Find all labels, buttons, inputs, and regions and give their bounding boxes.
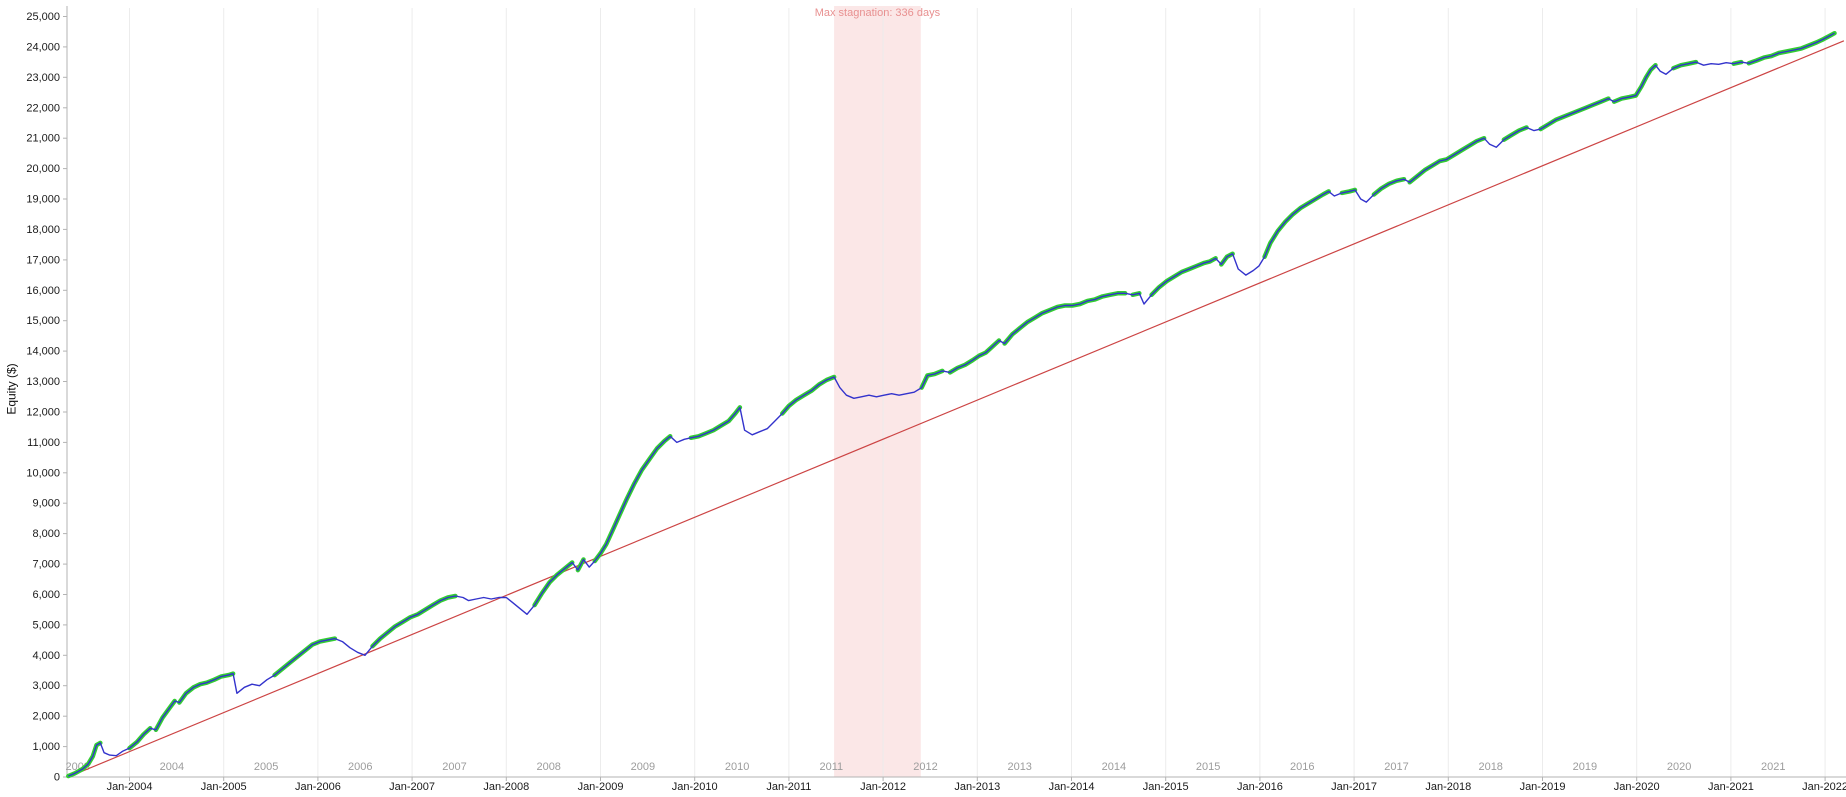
inner-year-label: 2005 bbox=[254, 761, 278, 773]
y-tick-label: 11,000 bbox=[27, 437, 60, 449]
inner-year-label: 2004 bbox=[160, 761, 184, 773]
x-axis-label: Jan-2019 bbox=[1520, 781, 1566, 793]
y-tick-label: 4,000 bbox=[32, 650, 60, 662]
new-high-segment bbox=[532, 560, 575, 608]
y-tick-label: 13,000 bbox=[26, 376, 60, 388]
stagnation-band bbox=[834, 6, 921, 777]
x-axis-label: Jan-2021 bbox=[1708, 781, 1754, 793]
new-high-segment bbox=[592, 434, 673, 564]
x-axis-label: Jan-2010 bbox=[672, 781, 718, 793]
y-tick-label: 2,000 bbox=[32, 711, 60, 723]
x-axis-label: Jan-2016 bbox=[1237, 781, 1283, 793]
x-axis-label: Jan-2017 bbox=[1331, 781, 1377, 793]
x-axis-label: Jan-2008 bbox=[483, 781, 529, 793]
y-tick-label: 9,000 bbox=[32, 498, 60, 510]
y-tick-label: 14,000 bbox=[26, 346, 60, 358]
y-tick-label: 18,000 bbox=[26, 224, 60, 236]
x-axis-label: Jan-2004 bbox=[107, 781, 153, 793]
y-tick-label: 6,000 bbox=[32, 589, 60, 601]
x-axis-label: Jan-2018 bbox=[1425, 781, 1471, 793]
inner-year-label: 2006 bbox=[348, 761, 372, 773]
y-tick-label: 0 bbox=[54, 772, 60, 784]
y-tick-label: 3,000 bbox=[32, 680, 60, 692]
inner-year-label: 2016 bbox=[1290, 761, 1314, 773]
y-tick-label: 16,000 bbox=[26, 285, 60, 297]
y-tick-label: 24,000 bbox=[26, 41, 60, 53]
y-tick-label: 5,000 bbox=[32, 619, 60, 631]
x-axis-label: Jan-2015 bbox=[1143, 781, 1189, 793]
inner-year-label: 2011 bbox=[819, 761, 843, 773]
y-tick-label: 10,000 bbox=[26, 467, 60, 479]
x-axis-label: Jan-2009 bbox=[578, 781, 624, 793]
x-axis-label: Jan-2014 bbox=[1049, 781, 1095, 793]
x-axis-label: Jan-2007 bbox=[389, 781, 435, 793]
y-tick-label: 20,000 bbox=[26, 163, 60, 175]
inner-year-label: 2008 bbox=[536, 761, 560, 773]
y-tick-label: 25,000 bbox=[26, 11, 60, 23]
new-high-segment bbox=[688, 405, 743, 441]
y-tick-label: 22,000 bbox=[26, 102, 60, 114]
inner-year-label: 2012 bbox=[913, 761, 937, 773]
inner-year-label: 2015 bbox=[1196, 761, 1220, 773]
inner-year-label: 2010 bbox=[725, 761, 749, 773]
new-high-segment bbox=[1002, 291, 1128, 346]
y-tick-label: 7,000 bbox=[32, 559, 60, 571]
new-high-segment bbox=[919, 368, 945, 390]
new-high-segment bbox=[780, 374, 837, 416]
new-high-segment bbox=[1371, 176, 1407, 197]
inner-year-label: 2007 bbox=[442, 761, 466, 773]
inner-year-label: 2020 bbox=[1667, 761, 1691, 773]
new-high-segment bbox=[177, 671, 236, 705]
inner-year-label: 2009 bbox=[631, 761, 655, 773]
y-tick-label: 19,000 bbox=[26, 194, 60, 206]
x-axis-label: Jan-2012 bbox=[860, 781, 906, 793]
stagnation-label: Max stagnation: 336 days bbox=[815, 7, 941, 19]
inner-year-label: 2014 bbox=[1102, 761, 1126, 773]
y-tick-label: 8,000 bbox=[32, 528, 60, 540]
inner-year-label: 2017 bbox=[1384, 761, 1408, 773]
inner-year-label: 2013 bbox=[1007, 761, 1031, 773]
equity-curve bbox=[68, 32, 1835, 777]
x-axis-label: Jan-2022 bbox=[1802, 781, 1846, 793]
new-high-segment bbox=[1149, 256, 1218, 298]
inner-year-label: 2019 bbox=[1573, 761, 1597, 773]
y-tick-label: 12,000 bbox=[26, 407, 60, 419]
inner-year-label: 2018 bbox=[1478, 761, 1502, 773]
benchmark-line bbox=[68, 40, 1845, 778]
x-axis-label: Jan-2011 bbox=[766, 781, 811, 793]
x-axis-label: Jan-2006 bbox=[295, 781, 341, 793]
y-tick-label: 17,000 bbox=[26, 254, 60, 266]
new-high-segment bbox=[1262, 189, 1331, 260]
y-tick-label: 1,000 bbox=[32, 741, 60, 753]
y-tick-label: 23,000 bbox=[26, 72, 60, 84]
y-tick-label: 21,000 bbox=[26, 133, 60, 145]
x-axis-label: Jan-2005 bbox=[201, 781, 247, 793]
y-tick-label: 15,000 bbox=[26, 315, 60, 327]
x-axis-label: Jan-2013 bbox=[954, 781, 1000, 793]
x-axis-label: Jan-2020 bbox=[1614, 781, 1660, 793]
inner-year-label: 2021 bbox=[1761, 761, 1785, 773]
new-high-segment bbox=[1407, 135, 1487, 185]
